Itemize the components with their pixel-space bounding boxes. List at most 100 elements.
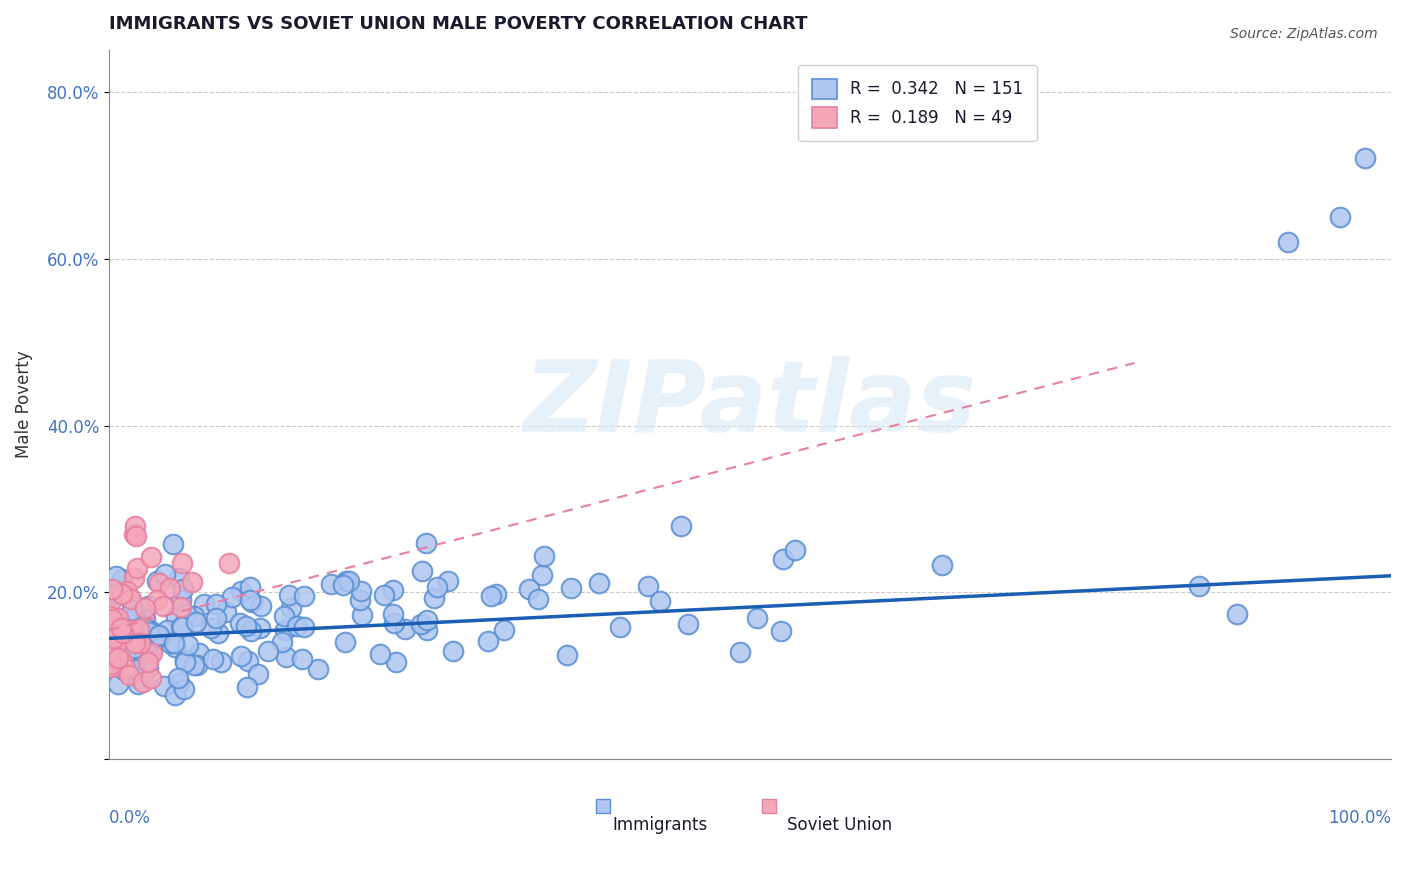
Point [637, 579, 659, 593]
Point [141, 634, 163, 648]
Point [127, 671, 149, 685]
Point [481, 589, 503, 603]
Point [1226, 607, 1249, 622]
Point [176, 607, 198, 621]
Point [107, 612, 129, 626]
Point [136, 646, 159, 660]
Point [931, 558, 953, 572]
Point [373, 588, 395, 602]
Text: Source: ZipAtlas.com: Source: ZipAtlas.com [1230, 27, 1378, 41]
Point [588, 576, 610, 591]
Point [477, 633, 499, 648]
Point [285, 619, 308, 633]
Point [138, 661, 160, 675]
Point [426, 581, 449, 595]
Point [235, 619, 257, 633]
Point [240, 595, 263, 609]
Point [139, 624, 162, 639]
Point [107, 676, 129, 690]
Point [437, 574, 460, 589]
Point [111, 587, 134, 601]
Point [107, 650, 129, 665]
Point [139, 671, 162, 685]
Point [120, 592, 142, 607]
Point [159, 581, 181, 595]
Point [111, 654, 134, 668]
Y-axis label: Male Poverty: Male Poverty [15, 351, 32, 458]
Point [100, 657, 122, 671]
Point [148, 630, 170, 644]
Point [349, 583, 371, 598]
Point [121, 623, 143, 637]
Point [152, 599, 174, 614]
Text: ZIPatlas: ZIPatlas [523, 356, 977, 453]
Point [184, 615, 207, 629]
Point [193, 598, 215, 612]
Point [104, 624, 127, 638]
Point [291, 652, 314, 666]
Point [162, 537, 184, 551]
Point [415, 536, 437, 550]
Point [411, 564, 433, 578]
Point [101, 612, 124, 626]
Point [292, 589, 315, 603]
Point [240, 624, 263, 638]
Point [111, 626, 134, 640]
Point [98, 635, 121, 649]
Point [98, 651, 121, 665]
Point [146, 593, 169, 607]
Point [120, 630, 142, 644]
Point [183, 658, 205, 673]
Point [108, 633, 131, 648]
Point [165, 640, 187, 655]
Point [131, 668, 153, 682]
Point [114, 661, 136, 675]
Point [122, 641, 145, 656]
Point [118, 668, 141, 682]
Point [122, 609, 145, 624]
Point [409, 617, 432, 632]
Point [319, 577, 342, 591]
Point [124, 571, 146, 585]
Point [111, 585, 134, 599]
Point [105, 568, 128, 582]
Text: Soviet Union: Soviet Union [787, 816, 893, 834]
Point [134, 600, 156, 615]
Point [209, 655, 232, 669]
Point [769, 624, 792, 638]
Point [167, 676, 190, 690]
Point [104, 622, 127, 636]
Point [170, 620, 193, 634]
Point [485, 587, 508, 601]
Point [100, 660, 122, 674]
Point [138, 625, 160, 640]
Point [533, 549, 555, 563]
Point [124, 629, 146, 643]
Point [416, 623, 439, 637]
Point [100, 594, 122, 608]
Point [231, 649, 253, 664]
Point [280, 600, 302, 615]
Point [333, 635, 356, 649]
Point [124, 529, 146, 543]
Point [170, 556, 193, 570]
Point [292, 620, 315, 634]
Point [124, 636, 146, 650]
Point [103, 621, 125, 635]
Point [136, 655, 159, 669]
Point [492, 624, 515, 638]
Point [207, 625, 229, 640]
Point [159, 636, 181, 650]
Point [101, 584, 124, 599]
Point [177, 638, 200, 652]
Point [772, 552, 794, 566]
Point [121, 648, 143, 662]
Point [148, 628, 170, 642]
Point [229, 584, 252, 599]
Point [148, 576, 170, 591]
Point [183, 609, 205, 624]
Point [172, 582, 194, 597]
Text: 0.0%: 0.0% [110, 809, 150, 827]
Point [107, 610, 129, 624]
Point [394, 623, 416, 637]
